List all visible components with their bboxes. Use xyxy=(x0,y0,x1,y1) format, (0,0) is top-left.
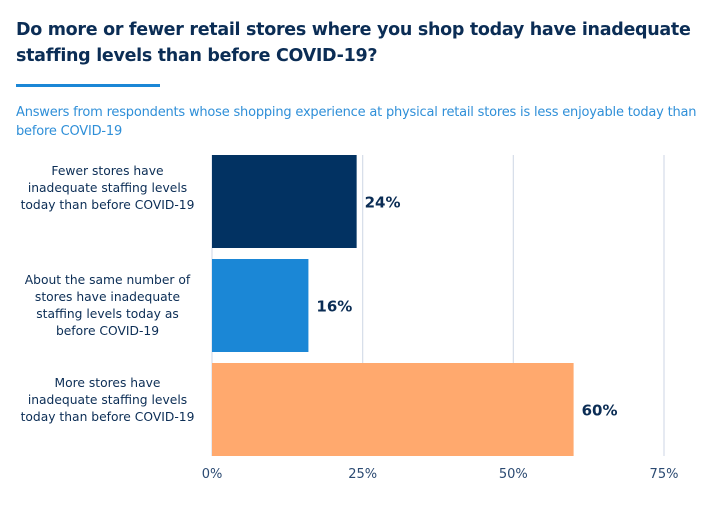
data-label: 60% xyxy=(582,402,618,420)
data-label: 16% xyxy=(316,298,352,316)
x-tick-label: 50% xyxy=(499,467,528,482)
bar xyxy=(212,363,574,456)
chart-subtitle: Answers from respondents whose shopping … xyxy=(16,105,697,139)
x-tick-label: 75% xyxy=(650,467,679,482)
bar xyxy=(212,259,309,352)
x-tick-label: 25% xyxy=(348,467,377,482)
chart-title: Do more or fewer retail stores where you… xyxy=(16,20,691,66)
category-label: About the same number of stores have ina… xyxy=(24,273,191,338)
title-underline xyxy=(16,84,160,87)
x-tick-label: 0% xyxy=(202,467,223,482)
category-label: Fewer stores have inadequate staffing le… xyxy=(20,164,195,212)
bar xyxy=(212,155,357,248)
category-label: More stores have inadequate staffing lev… xyxy=(20,376,195,424)
data-label: 24% xyxy=(365,194,401,212)
